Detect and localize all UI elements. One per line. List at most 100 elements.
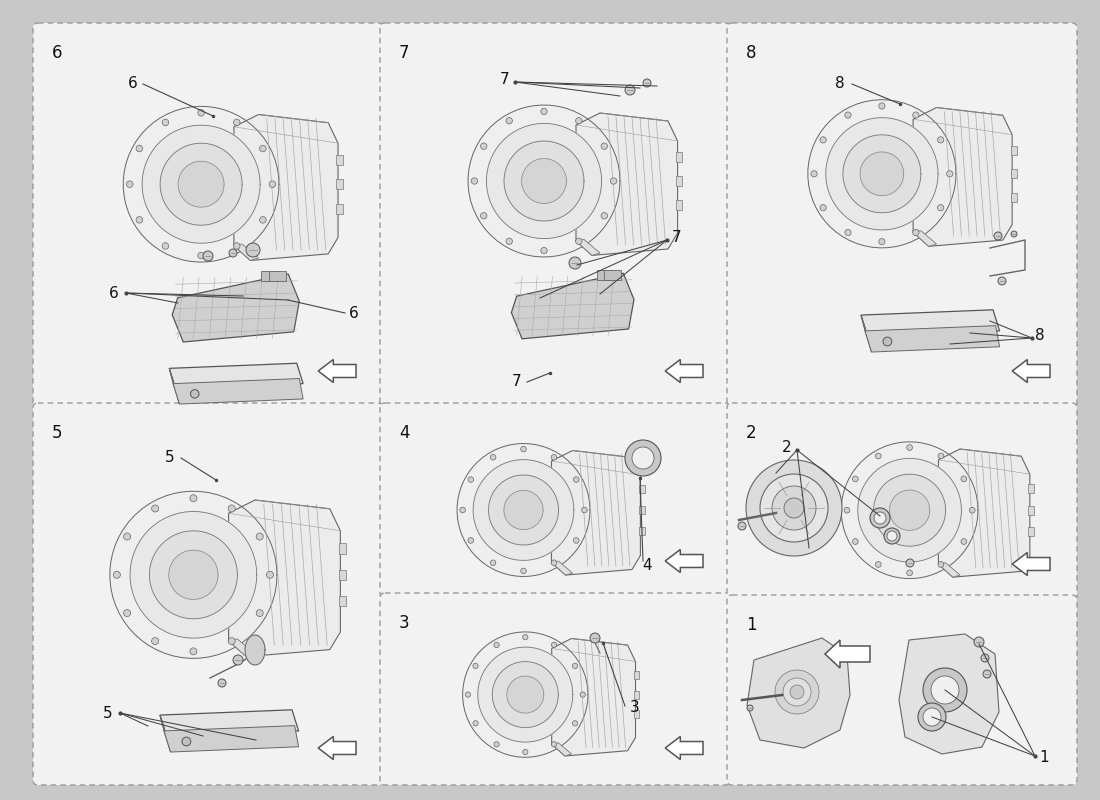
Circle shape (228, 505, 235, 512)
Polygon shape (899, 634, 999, 754)
Circle shape (632, 447, 654, 469)
Circle shape (610, 178, 617, 184)
Circle shape (969, 507, 975, 513)
Circle shape (204, 251, 213, 261)
Polygon shape (169, 368, 179, 404)
FancyBboxPatch shape (727, 23, 1077, 408)
Polygon shape (486, 123, 602, 238)
Circle shape (961, 538, 967, 544)
Circle shape (256, 610, 263, 617)
Text: 3: 3 (630, 701, 640, 715)
Text: 4: 4 (399, 424, 409, 442)
Circle shape (481, 143, 487, 150)
Polygon shape (552, 742, 572, 756)
Polygon shape (913, 107, 1012, 246)
Circle shape (937, 205, 944, 211)
Circle shape (481, 213, 487, 219)
Circle shape (229, 249, 236, 257)
Circle shape (625, 440, 661, 476)
Circle shape (947, 170, 953, 177)
Polygon shape (164, 726, 298, 752)
Circle shape (874, 512, 886, 524)
Bar (1028, 484, 1034, 493)
Polygon shape (825, 640, 870, 668)
Circle shape (790, 685, 804, 699)
Circle shape (256, 533, 263, 540)
Bar (268, 270, 286, 281)
Circle shape (572, 721, 578, 726)
Text: 8: 8 (746, 44, 757, 62)
Circle shape (644, 79, 651, 87)
Circle shape (266, 571, 274, 578)
Polygon shape (161, 143, 242, 225)
Polygon shape (843, 135, 921, 213)
Circle shape (937, 137, 944, 143)
Circle shape (233, 242, 240, 250)
FancyBboxPatch shape (33, 23, 383, 408)
Bar (597, 270, 614, 280)
Polygon shape (807, 100, 956, 248)
Circle shape (772, 486, 816, 530)
Circle shape (906, 570, 913, 576)
Polygon shape (142, 125, 260, 243)
Circle shape (784, 498, 804, 518)
Circle shape (152, 638, 158, 645)
Bar (339, 570, 345, 580)
Circle shape (918, 703, 946, 731)
Polygon shape (229, 500, 340, 657)
Polygon shape (938, 449, 1030, 577)
Polygon shape (234, 114, 338, 261)
Circle shape (473, 721, 478, 726)
Circle shape (113, 571, 120, 578)
Polygon shape (477, 647, 573, 742)
Polygon shape (318, 737, 356, 759)
Circle shape (468, 538, 474, 543)
Circle shape (746, 460, 842, 556)
Bar (1028, 527, 1034, 536)
Polygon shape (160, 710, 298, 736)
Polygon shape (1012, 553, 1050, 575)
Text: 6: 6 (349, 306, 359, 321)
FancyBboxPatch shape (727, 595, 1077, 785)
Circle shape (783, 678, 811, 706)
Circle shape (260, 146, 266, 152)
Text: 2: 2 (746, 424, 757, 442)
Circle shape (198, 252, 205, 259)
Polygon shape (512, 274, 634, 339)
Circle shape (246, 243, 260, 257)
Polygon shape (666, 737, 703, 759)
Polygon shape (160, 715, 170, 752)
Text: 5: 5 (165, 450, 175, 466)
Bar (337, 179, 343, 189)
Circle shape (580, 692, 585, 698)
Polygon shape (473, 460, 574, 560)
Circle shape (879, 103, 886, 109)
Circle shape (494, 642, 499, 647)
Polygon shape (747, 638, 850, 748)
Text: 5: 5 (52, 424, 63, 442)
Bar (639, 506, 645, 514)
Circle shape (923, 668, 967, 712)
Circle shape (747, 705, 754, 711)
Polygon shape (504, 490, 543, 530)
Circle shape (906, 559, 914, 567)
Bar (635, 671, 639, 678)
Circle shape (575, 118, 582, 124)
Polygon shape (110, 491, 277, 658)
Polygon shape (458, 443, 590, 577)
Circle shape (506, 238, 513, 245)
Polygon shape (938, 562, 960, 577)
Circle shape (471, 178, 477, 184)
Polygon shape (551, 561, 572, 575)
Circle shape (1011, 231, 1018, 237)
FancyBboxPatch shape (379, 23, 730, 408)
Text: 5: 5 (103, 706, 113, 721)
Bar (676, 152, 682, 162)
Circle shape (126, 181, 133, 187)
Polygon shape (234, 244, 258, 261)
Text: 7: 7 (500, 73, 509, 87)
Circle shape (491, 560, 496, 566)
Bar (337, 204, 343, 214)
Polygon shape (123, 106, 279, 262)
Polygon shape (842, 442, 978, 578)
